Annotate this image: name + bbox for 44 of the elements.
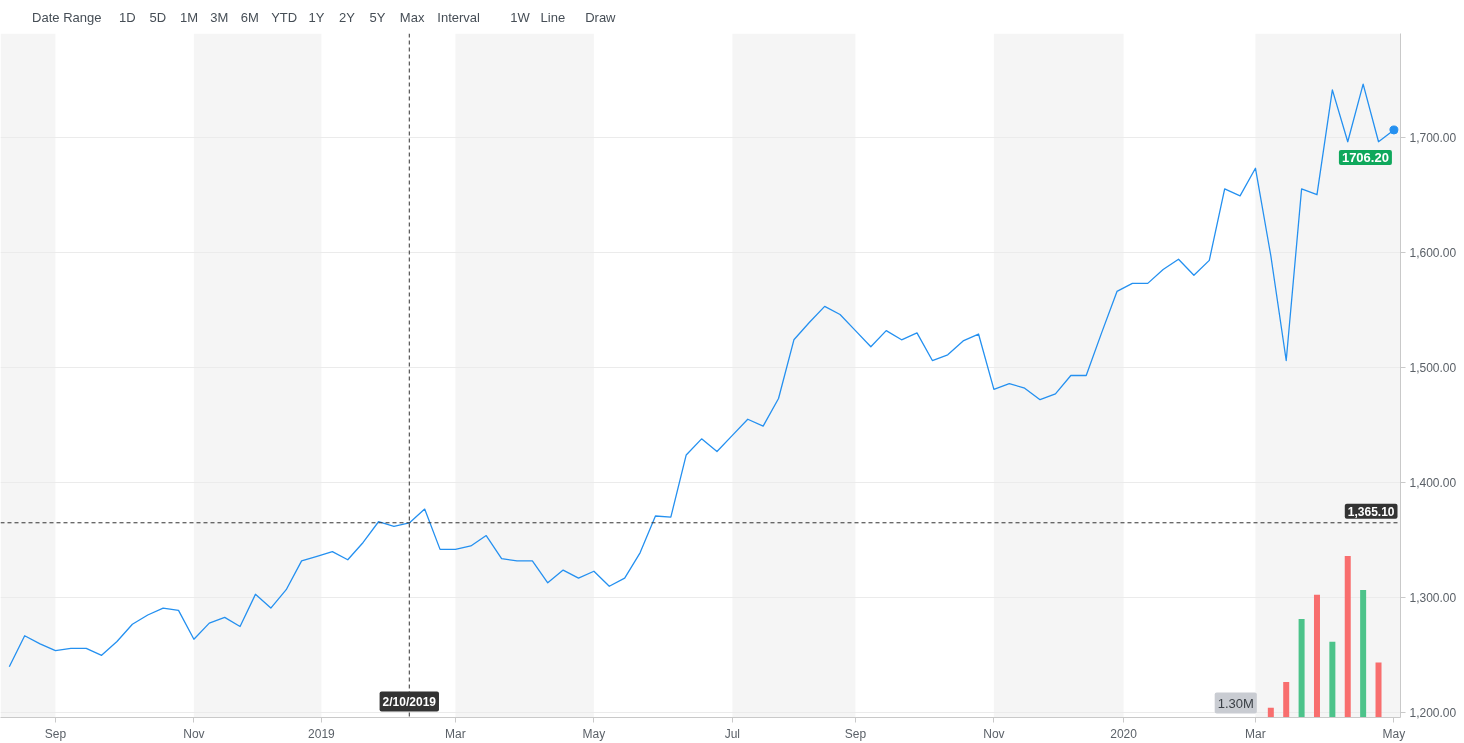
bar: [1344, 556, 1351, 718]
y-tick-label: 1,200.00: [1409, 706, 1457, 721]
x-tick-label: Jul: [724, 726, 741, 741]
text: 5D: [149, 9, 167, 25]
x-tick-label: Mar: [1245, 726, 1266, 741]
x-tick-label: 2020: [1110, 726, 1138, 741]
bar: [1283, 681, 1290, 718]
text: Line: [540, 9, 566, 25]
text: 5Y: [369, 9, 386, 25]
x-tick-label: May: [582, 726, 606, 741]
bar: [1267, 707, 1274, 718]
x-tick-label: Nov: [183, 726, 205, 741]
x-tick-label: Sep: [844, 726, 867, 741]
text: 1M: [179, 9, 198, 25]
data-label: 1706.20: [1341, 150, 1389, 165]
x-tick-label: Mar: [445, 726, 466, 741]
x-tick-label: May: [1382, 726, 1406, 741]
x-tick-label: Nov: [983, 726, 1005, 741]
y-tick-label: 1,700.00: [1409, 130, 1457, 145]
text: Max: [399, 9, 425, 25]
text: Interval: [437, 9, 481, 25]
text: Draw: [585, 9, 617, 25]
y-tick-label: 1,500.00: [1409, 360, 1457, 375]
bar: [1360, 589, 1367, 718]
bar: [1298, 619, 1305, 718]
x-tick-label: 2019: [308, 726, 336, 741]
bar: [1375, 662, 1382, 718]
bar: [1313, 594, 1320, 718]
y-tick-label: 1,400.00: [1409, 476, 1457, 491]
text: 1W: [510, 9, 531, 25]
text: 2Y: [339, 9, 356, 25]
ref-line-label: 2/10/2019: [382, 694, 437, 709]
text: Date Range: [32, 9, 102, 25]
text: 1Y: [308, 9, 325, 25]
text: 1D: [119, 9, 136, 25]
text: 3M: [210, 9, 229, 25]
ref-line-label: 1,365.10: [1347, 504, 1395, 519]
annotation: 1.30M: [1217, 695, 1254, 711]
text: 6M: [240, 9, 259, 25]
bar: [1329, 641, 1336, 718]
x-tick-label: Sep: [44, 726, 67, 741]
y-tick-label: 1,300.00: [1409, 591, 1457, 606]
text: YTD: [271, 9, 298, 25]
y-tick-label: 1,600.00: [1409, 245, 1457, 260]
